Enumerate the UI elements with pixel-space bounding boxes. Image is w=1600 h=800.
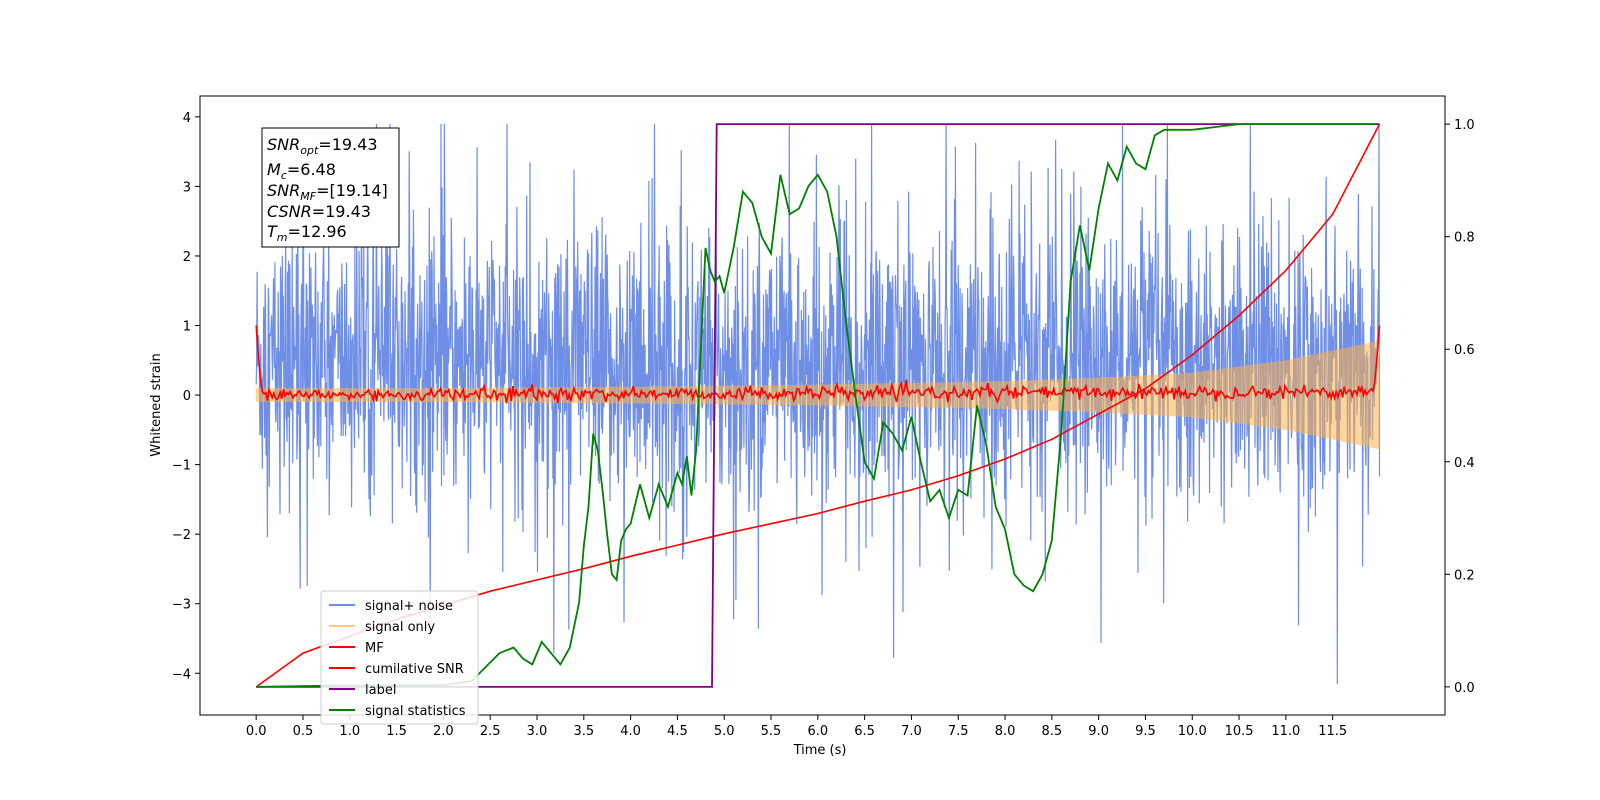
x-tick-label: 10.5	[1225, 724, 1254, 739]
y-axis-left: 4 3 2 1 0 −1 −2 −3 −4	[172, 111, 200, 682]
x-tick-label: 10.0	[1178, 724, 1207, 739]
stats-box-frame	[261, 127, 400, 248]
legend-label-label: label	[365, 683, 396, 698]
series-label	[256, 123, 1380, 688]
y-tick-label: 2	[183, 250, 191, 265]
x-tick-label: 8.5	[1041, 724, 1062, 739]
x-tick-label: 6.0	[807, 724, 828, 739]
x-tick-label: 0.5	[293, 724, 314, 739]
legend: signal+ noise signal only MF cumilative …	[320, 590, 479, 725]
x-tick-label: 6.5	[854, 724, 875, 739]
x-tick-label: 1.5	[386, 724, 407, 739]
x-tick-label: 2.0	[433, 724, 454, 739]
x-tick-label: 9.0	[1088, 724, 1109, 739]
stat-snr-opt: SNRopt=19.43	[267, 135, 378, 157]
x-tick-label: 1.0	[339, 724, 360, 739]
series-signal-statistics	[256, 123, 1375, 688]
x-tick-label: 11.5	[1318, 724, 1347, 739]
legend-label-cumulative-snr: cumilative SNR	[365, 662, 464, 677]
x-tick-label: 5.5	[761, 724, 782, 739]
y-right-tick-label: 0.8	[1454, 231, 1475, 246]
y-tick-label: −3	[172, 598, 191, 613]
y-right-tick-label: 0.0	[1454, 681, 1475, 696]
legend-label-mf: MF	[365, 641, 384, 656]
stats-box: SNRopt=19.43 Mc=6.48 SNRMF=[19.14] CSNR=…	[261, 127, 400, 248]
legend-label-signal-noise: signal+ noise	[365, 599, 453, 614]
x-tick-label: 8.0	[995, 724, 1016, 739]
stat-snr-mf: SNRMF=[19.14]	[267, 181, 388, 203]
y-tick-label: −4	[172, 667, 191, 682]
stat-tm: Tm=12.96	[267, 222, 347, 244]
series-mf	[255, 325, 1381, 404]
stat-csnr: CSNR=19.43	[267, 202, 371, 221]
y-tick-label: 0	[183, 389, 191, 404]
legend-label-signal-statistics: signal statistics	[365, 704, 466, 719]
x-tick-label: 7.5	[948, 724, 969, 739]
y-axis-label: Whitened strain	[149, 353, 164, 456]
stat-mc: Mc=6.48	[267, 160, 336, 182]
y-tick-label: 3	[183, 180, 191, 195]
x-tick-label: 3.0	[527, 724, 548, 739]
x-tick-label: 11.0	[1271, 724, 1300, 739]
y-tick-label: −1	[172, 459, 191, 474]
legend-frame	[320, 590, 479, 725]
x-axis: 0.0 0.5 1.0 1.5 2.0 2.5 3.0 3.5 4.0 4.5 5.0 5.5 6.0 6…	[246, 715, 1347, 739]
y-right-tick-label: 0.4	[1454, 456, 1475, 471]
x-tick-label: 2.5	[480, 724, 501, 739]
y-tick-label: −2	[172, 528, 191, 543]
x-tick-label: 0.0	[246, 724, 267, 739]
plot-frame	[199, 95, 1446, 716]
legend-label-signal-only: signal only	[365, 620, 435, 635]
y-tick-label: 1	[183, 320, 191, 335]
y-right-tick-label: 0.6	[1454, 343, 1475, 358]
x-tick-label: 9.5	[1135, 724, 1156, 739]
x-tick-label: 7.0	[901, 724, 922, 739]
x-tick-label: 5.0	[714, 724, 735, 739]
y-axis-right: 1.0 0.8 0.6 0.4 0.2 0.0	[1445, 118, 1475, 696]
x-tick-label: 4.0	[620, 724, 641, 739]
x-tick-label: 3.5	[573, 724, 594, 739]
series-signal-only	[255, 340, 1380, 450]
x-tick-label: 4.5	[667, 724, 688, 739]
y-tick-label: 4	[183, 111, 191, 126]
x-axis-label: Time (s)	[793, 743, 847, 758]
y-right-tick-label: 0.2	[1454, 568, 1475, 583]
y-right-tick-label: 1.0	[1454, 118, 1475, 133]
